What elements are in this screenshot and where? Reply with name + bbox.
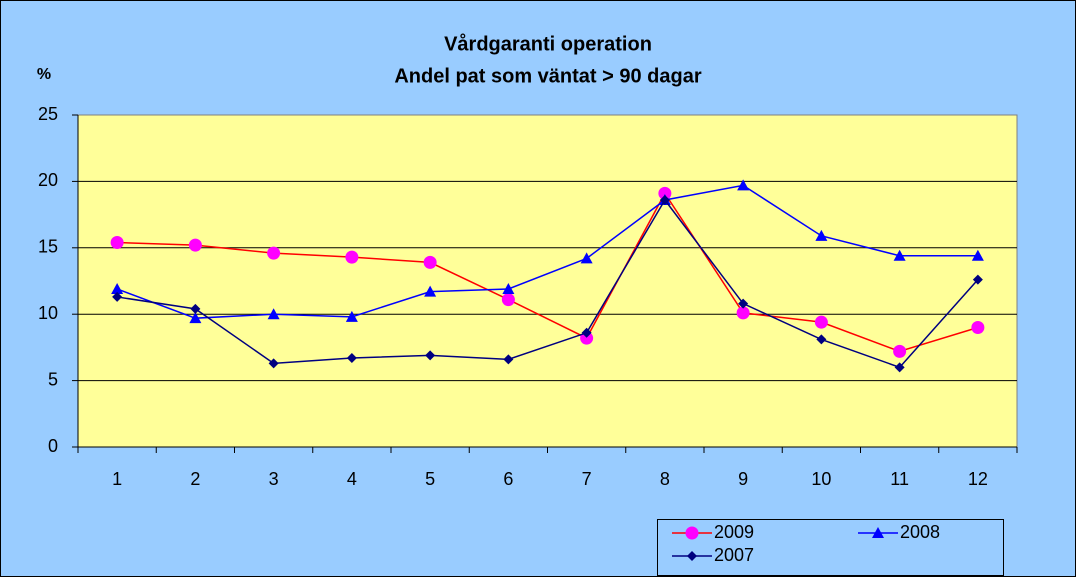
marker [346, 353, 357, 364]
x-tick-label: 12 [968, 469, 988, 489]
y-tick-label: 10 [38, 303, 58, 323]
y-tick-label: 5 [48, 369, 58, 389]
series-line [117, 191, 979, 353]
x-tick-label: 6 [503, 469, 513, 489]
marker [659, 194, 670, 205]
legend-label: 2007 [714, 545, 754, 565]
marker [425, 350, 436, 361]
marker [580, 331, 594, 345]
legend [657, 519, 1004, 576]
series-line [116, 184, 978, 319]
marker [737, 179, 750, 191]
plot-area [77, 114, 1018, 448]
marker [581, 327, 592, 338]
x-tick-label: 11 [890, 469, 909, 489]
chart-subtitle: Andel pat som väntat > 90 dagar [394, 65, 702, 87]
marker [658, 186, 672, 200]
marker [971, 249, 984, 261]
marker [893, 344, 907, 358]
legend-marker [687, 551, 697, 561]
marker [501, 293, 515, 307]
marker [345, 250, 359, 264]
legend-label: 2009 [714, 522, 754, 542]
marker [814, 315, 828, 329]
marker [893, 249, 906, 261]
y-tick-label: 15 [38, 237, 58, 257]
chart-title: Vårdgaranti operation [444, 32, 652, 55]
marker [736, 306, 750, 320]
marker [816, 334, 827, 345]
marker [190, 303, 201, 314]
marker [268, 358, 279, 369]
marker [345, 310, 358, 322]
marker [580, 252, 593, 264]
x-tick-label: 1 [112, 469, 122, 489]
marker [972, 274, 983, 285]
marker [189, 312, 202, 324]
y-tick-label: 25 [38, 104, 58, 124]
x-tick-label: 2 [190, 469, 200, 489]
marker [112, 291, 123, 302]
marker [815, 229, 828, 241]
marker [423, 255, 437, 269]
x-tick-label: 7 [582, 469, 592, 489]
marker [267, 308, 280, 320]
legend-label: 2008 [900, 522, 940, 542]
x-tick-label: 9 [738, 469, 748, 489]
marker [502, 282, 515, 294]
x-tick-label: 10 [811, 469, 831, 489]
y-tick-label: 0 [48, 436, 58, 456]
legend-marker [872, 527, 884, 538]
marker [267, 246, 281, 260]
marker [424, 285, 437, 297]
y-axis-label: % [37, 66, 51, 83]
x-tick-label: 4 [347, 469, 357, 489]
marker [503, 354, 514, 365]
marker [894, 362, 905, 373]
series-line [117, 198, 979, 369]
y-tick-label: 20 [38, 170, 58, 190]
x-tick-label: 8 [660, 469, 670, 489]
marker [738, 298, 749, 309]
marker [971, 320, 985, 334]
legend-marker [685, 526, 699, 540]
x-tick-label: 3 [269, 469, 279, 489]
marker [110, 235, 124, 249]
marker [188, 238, 202, 252]
marker [111, 282, 124, 294]
x-tick-label: 5 [425, 469, 435, 489]
